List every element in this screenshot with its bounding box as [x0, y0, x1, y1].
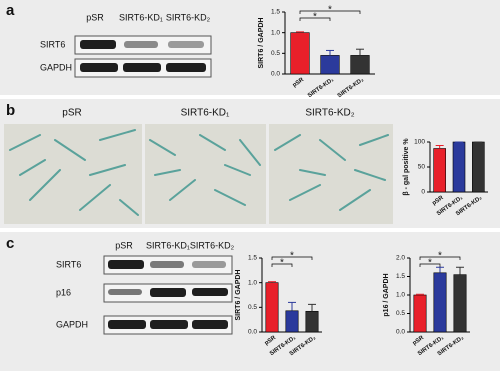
lane-label: SIRT6-KD₂ — [190, 240, 235, 250]
y-tick-label: 1.0 — [248, 279, 257, 286]
significance-bracket — [271, 263, 293, 267]
lane-label: pSR — [86, 12, 104, 22]
micrograph — [145, 124, 266, 224]
y-tick-label: 2.0 — [396, 255, 405, 262]
y-tick-label: 0.0 — [396, 329, 405, 336]
row-label: SIRT6 — [56, 259, 81, 269]
significance-bracket — [271, 256, 313, 260]
bar — [290, 32, 310, 75]
y-tick-label: 1.0 — [271, 29, 280, 36]
y-tick-label: 0 — [421, 189, 425, 196]
y-tick-label: 0.5 — [248, 304, 257, 311]
image-label: SIRT6-KD₂ — [305, 108, 354, 119]
significance-bracket — [299, 10, 361, 14]
blot — [103, 255, 233, 335]
bar — [433, 272, 447, 333]
y-tick-label: 0.5 — [396, 310, 405, 317]
bar — [413, 294, 427, 333]
bar — [453, 274, 467, 333]
image-label: SIRT6-KD₁ — [181, 108, 230, 119]
panel-label: a — [6, 2, 15, 19]
y-tick-label: 1.5 — [396, 273, 405, 280]
significance-star: * — [280, 258, 284, 269]
row-label: GAPDH — [40, 62, 72, 72]
y-axis-label: p16 / GAPDH — [383, 273, 390, 316]
y-tick-label: 50 — [418, 164, 426, 171]
lane-label: SIRT6-KD₁ — [119, 12, 163, 22]
y-tick-label: 1.0 — [396, 292, 405, 299]
micrograph — [269, 124, 393, 224]
y-axis-label: SIRT6 / GAPDH — [235, 270, 242, 321]
row-label: p16 — [56, 287, 71, 297]
image-label: pSR — [62, 108, 81, 119]
bar — [265, 282, 279, 333]
y-tick-label: 1.5 — [271, 9, 280, 16]
lane-label: SIRT6-KD₂ — [166, 12, 211, 22]
blot — [74, 35, 212, 78]
significance-star: * — [428, 258, 432, 269]
panel-label: c — [6, 235, 14, 252]
significance-star: * — [328, 5, 332, 16]
y-tick-label: 0.0 — [271, 71, 280, 78]
row-label: GAPDH — [56, 319, 88, 329]
significance-bracket — [299, 17, 331, 21]
panel-label: b — [6, 102, 15, 119]
bar — [433, 148, 446, 193]
significance-bracket — [419, 263, 441, 267]
bar — [452, 141, 466, 193]
bar — [320, 55, 340, 75]
y-tick-label: 1.5 — [248, 255, 257, 262]
lane-label: SIRT6-KD₁ — [146, 240, 190, 250]
significance-star: * — [313, 12, 317, 23]
bar — [305, 310, 319, 333]
y-axis-label: SIRT6 / GAPDH — [258, 18, 265, 69]
y-tick-label: 0.0 — [248, 329, 257, 336]
micrograph — [4, 124, 142, 224]
significance-star: * — [438, 251, 442, 262]
y-tick-label: 100 — [414, 139, 425, 146]
bar — [285, 310, 299, 333]
significance-bracket — [419, 256, 461, 260]
row-label: SIRT6 — [40, 39, 65, 49]
significance-star: * — [290, 251, 294, 262]
y-axis-label: β - gal positive % — [403, 138, 410, 196]
y-tick-label: 0.5 — [271, 50, 280, 57]
bar — [472, 141, 485, 193]
bar — [350, 55, 370, 75]
lane-label: pSR — [115, 240, 133, 250]
